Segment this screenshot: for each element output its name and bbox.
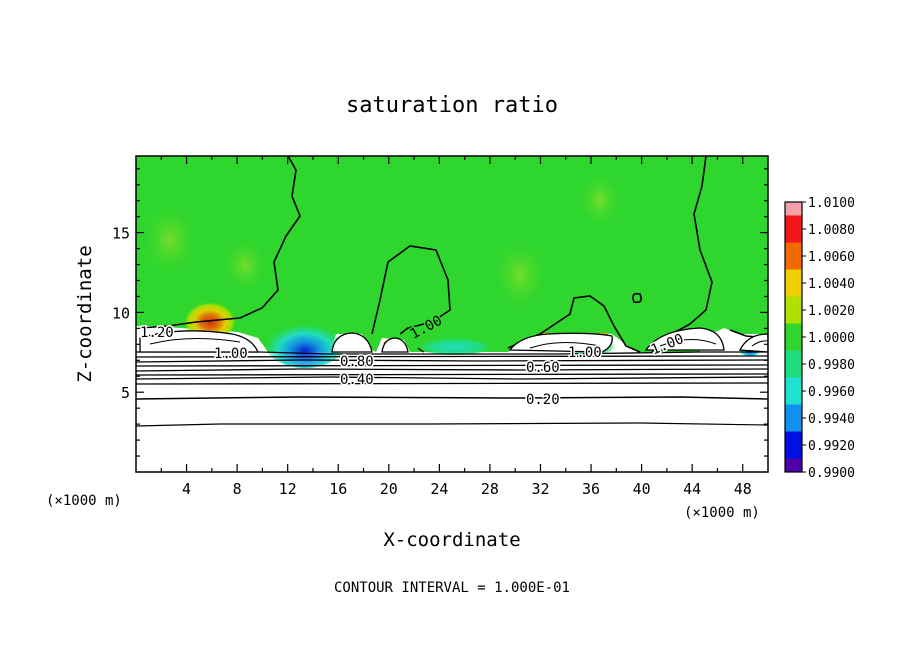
contour-label: 0.40 bbox=[340, 372, 374, 388]
x-tick-label: 36 bbox=[582, 480, 600, 498]
y-tick-label: 15 bbox=[112, 225, 130, 243]
plot-area bbox=[136, 156, 768, 472]
colorbar-swatch bbox=[785, 310, 802, 324]
y-axis-label: Z-coordinate bbox=[74, 245, 96, 382]
x-tick-label: 12 bbox=[279, 480, 297, 498]
colorbar-swatch bbox=[785, 256, 802, 270]
contour-label: 0.60 bbox=[526, 360, 560, 376]
x-tick-label: 8 bbox=[233, 480, 242, 498]
plot-frame bbox=[135, 155, 769, 473]
colorbar-swatch bbox=[785, 391, 802, 405]
y-axis: 5 10 15 bbox=[112, 168, 768, 457]
x-axis-label: X-coordinate bbox=[383, 529, 520, 551]
colorbar-swatch bbox=[785, 242, 802, 256]
x-axis: 4 8 12 16 20 24 28 32 36 40 44 48 bbox=[160, 156, 752, 498]
colorbar-swatch bbox=[785, 296, 802, 310]
x-tick-label: 4 bbox=[182, 480, 191, 498]
x-tick-label: 44 bbox=[683, 480, 701, 498]
z-unit-label: (×1000 m) bbox=[46, 493, 122, 509]
x-tick-label: 20 bbox=[380, 480, 398, 498]
contour-interval-note: CONTOUR INTERVAL = 1.000E-01 bbox=[334, 580, 570, 596]
x-unit-label: (×1000 m) bbox=[684, 505, 760, 521]
contour-label: 1.00 bbox=[568, 345, 602, 361]
colorbar-swatch bbox=[785, 445, 802, 459]
colorbar-label: 1.0080 bbox=[808, 223, 855, 238]
colorbar-swatch bbox=[785, 364, 802, 378]
surface-contours bbox=[136, 351, 768, 427]
x-tick-label: 24 bbox=[430, 480, 448, 498]
colorbar-label: 1.0100 bbox=[808, 196, 855, 211]
colorbar-swatch bbox=[785, 418, 802, 432]
y-tick-label: 10 bbox=[112, 304, 130, 322]
colorbar-label: 0.9920 bbox=[808, 439, 855, 454]
colorbar-swatch bbox=[785, 350, 802, 364]
bump-inner-contours bbox=[149, 337, 768, 353]
x-tick-label: 40 bbox=[633, 480, 651, 498]
colorbar-label: 1.0020 bbox=[808, 304, 855, 319]
colorbar-label: 1.0000 bbox=[808, 331, 855, 346]
colorbar-label: 0.9940 bbox=[808, 412, 855, 427]
colorbar-label: 0.9980 bbox=[808, 358, 855, 373]
contour-label: 0.20 bbox=[526, 392, 560, 408]
contour-label: 1.00 bbox=[214, 346, 248, 362]
y-tick-label: 5 bbox=[121, 384, 130, 402]
colorbar-swatch bbox=[785, 269, 802, 283]
colorbar-swatch bbox=[785, 431, 802, 445]
chart-title: saturation ratio bbox=[346, 93, 558, 118]
colorbar-swatch bbox=[785, 404, 802, 418]
colorbar-label: 1.0040 bbox=[808, 277, 855, 292]
colorbar-label: 1.0060 bbox=[808, 250, 855, 265]
contour-label: 1.20 bbox=[140, 325, 174, 341]
colorbar-swatch bbox=[785, 377, 802, 391]
x-tick-label: 48 bbox=[734, 480, 752, 498]
colorbar-swatch bbox=[785, 283, 802, 297]
contour-label: 0.80 bbox=[340, 354, 374, 370]
colorbar-label: 0.9960 bbox=[808, 385, 855, 400]
x-tick-label: 28 bbox=[481, 480, 499, 498]
colorbar-swatch bbox=[785, 215, 802, 229]
colorbar: 1.0100 1.0080 1.0060 1.0040 1.0020 1.0000 0.99… bbox=[784, 196, 855, 481]
x-tick-label: 16 bbox=[329, 480, 347, 498]
colorbar-swatch bbox=[785, 229, 802, 243]
colorbar-swatch bbox=[785, 458, 802, 472]
colorbar-swatch bbox=[785, 202, 802, 216]
x-tick-label: 32 bbox=[531, 480, 549, 498]
colorbar-label: 0.9900 bbox=[808, 466, 855, 481]
colorbar-swatch bbox=[785, 323, 802, 337]
colorbar-swatch bbox=[785, 337, 802, 351]
